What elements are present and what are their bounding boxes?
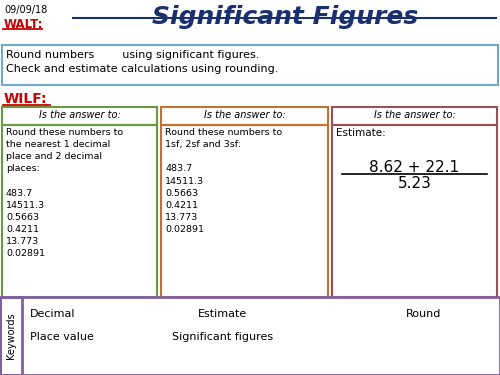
- Text: 8.62 + 22.1: 8.62 + 22.1: [370, 160, 460, 175]
- Text: Is the answer to:: Is the answer to:: [204, 110, 286, 120]
- Text: Check and estimate calculations using rounding.: Check and estimate calculations using ro…: [6, 64, 278, 74]
- Text: Estimate:: Estimate:: [336, 128, 386, 138]
- Text: WILF:: WILF:: [4, 92, 48, 106]
- Text: Keywords: Keywords: [6, 313, 16, 359]
- Text: Significant Figures: Significant Figures: [152, 5, 418, 29]
- Text: Significant figures: Significant figures: [172, 332, 274, 342]
- Text: Round numbers        using significant figures.: Round numbers using significant figures.: [6, 50, 260, 60]
- Text: Estimate: Estimate: [198, 309, 248, 319]
- Text: Round: Round: [406, 309, 441, 319]
- Text: Place value: Place value: [30, 332, 94, 342]
- Text: 5.23: 5.23: [398, 176, 432, 191]
- Text: 09/09/18: 09/09/18: [4, 5, 47, 15]
- Text: Round these numbers to
1sf, 2sf and 3sf:

483.7
14511.3
0.5663
0.4211
13.773
0.0: Round these numbers to 1sf, 2sf and 3sf:…: [165, 128, 282, 234]
- Text: Is the answer to:: Is the answer to:: [38, 110, 120, 120]
- Text: WALT:: WALT:: [4, 18, 43, 31]
- Text: Is the answer to:: Is the answer to:: [374, 110, 456, 120]
- Text: Decimal: Decimal: [30, 309, 76, 319]
- Text: Round these numbers to
the nearest 1 decimal
place and 2 decimal
places:

483.7
: Round these numbers to the nearest 1 dec…: [6, 128, 123, 258]
